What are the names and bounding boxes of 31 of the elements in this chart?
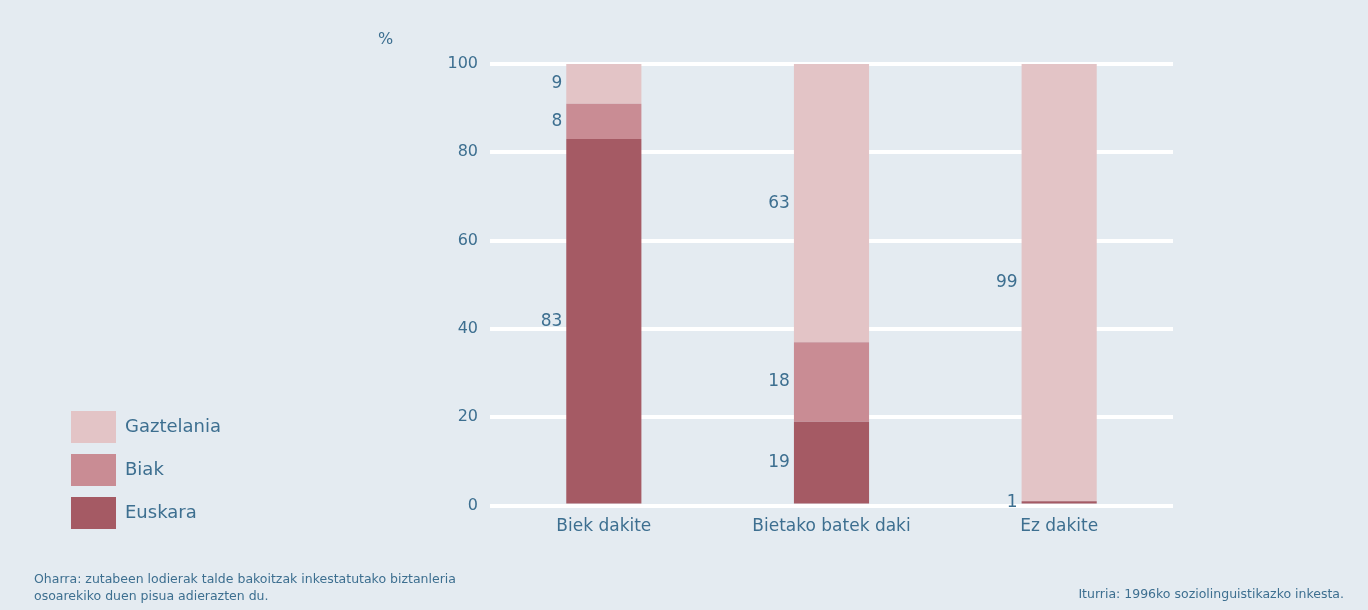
y-tick-label: 60	[457, 229, 478, 249]
y-axis-title: %	[377, 29, 394, 49]
data-label: 9	[551, 72, 563, 93]
legend-label: Euskara	[125, 500, 197, 522]
data-label: 19	[768, 451, 790, 472]
bar	[1021, 64, 1097, 502]
y-tick-label: 100	[447, 53, 478, 73]
bar	[793, 342, 870, 422]
y-tick-label: 20	[457, 406, 478, 426]
data-label: 18	[768, 370, 790, 391]
y-tick-label: 40	[457, 318, 478, 338]
text: Iturria: 1996ko soziolinguistikazko inkesta.	[1078, 586, 1344, 601]
x-tick-label: Ez dakite	[1020, 515, 1099, 536]
y-tick-label: 80	[457, 141, 478, 161]
data-label: 83	[540, 309, 563, 330]
data-label: 8	[551, 109, 563, 130]
bar	[1021, 501, 1097, 504]
x-tick-label: Bietako batek daki	[752, 515, 911, 536]
bar	[566, 103, 642, 140]
bar	[793, 64, 870, 343]
data-label: 99	[995, 271, 1018, 292]
bar	[793, 421, 870, 504]
text: Oharra: zutabeen lodierak talde bakoitzak inkestatutako biztanleria osoarekiko duen pisua adierazten du.	[34, 570, 457, 604]
x-tick-label: Biek dakite	[556, 515, 652, 536]
data-label: 1	[1006, 490, 1018, 511]
bar	[566, 64, 642, 104]
legend-label: Biak	[125, 457, 165, 479]
data-label: 63	[768, 191, 790, 212]
legend-label: Gaztelania	[125, 414, 222, 436]
y-tick-label: 0	[467, 494, 478, 514]
bar	[566, 139, 642, 504]
